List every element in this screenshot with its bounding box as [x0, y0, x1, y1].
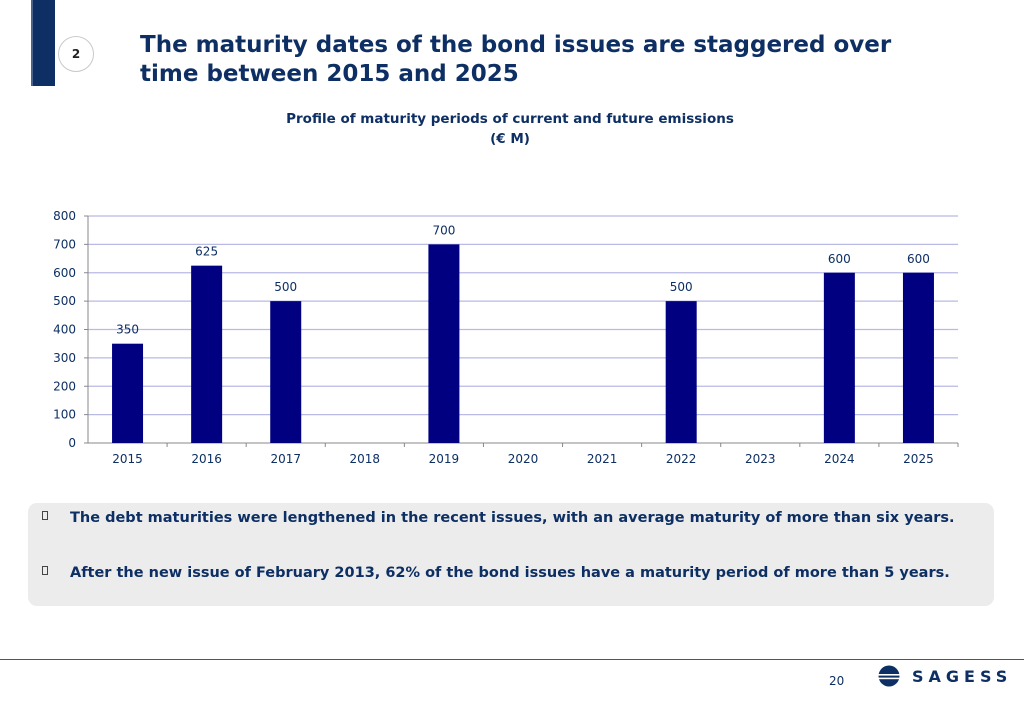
data-label-2016: 625 [195, 245, 218, 259]
y-tick-label-300: 300 [53, 351, 76, 365]
x-tick-label-2015: 2015 [112, 452, 143, 466]
note-text-2: After the new issue of February 2013, 62… [70, 565, 950, 581]
note-text-1: The debt maturities were lengthened in t… [70, 510, 955, 526]
note-item-2: After the new issue of February 2013, 62… [42, 562, 972, 585]
x-tick-label-2019: 2019 [429, 452, 460, 466]
section-sidebar-bar [31, 0, 55, 86]
bar-2025 [902, 272, 934, 443]
bullet-box-icon [42, 511, 48, 520]
y-tick-label-600: 600 [53, 266, 76, 280]
sagess-logo: SAGESS [878, 664, 1012, 688]
data-label-2024: 600 [828, 252, 851, 266]
bar-2017 [270, 301, 302, 443]
y-tick-label-100: 100 [53, 408, 76, 422]
x-tick-label-2025: 2025 [903, 452, 934, 466]
slide-title: The maturity dates of the bond issues ar… [140, 31, 940, 89]
data-label-2019: 700 [432, 223, 455, 237]
x-tick-label-2024: 2024 [824, 452, 855, 466]
y-tick-label-200: 200 [53, 379, 76, 393]
chart-title: Profile of maturity periods of current a… [200, 109, 820, 149]
bar-2022 [665, 301, 697, 443]
slide-title-line-1: The maturity dates of the bond issues ar… [140, 32, 892, 58]
x-tick-label-2023: 2023 [745, 452, 776, 466]
sagess-logo-icon [878, 665, 900, 687]
bullet-box-icon [42, 566, 48, 575]
data-label-2015: 350 [116, 323, 139, 337]
x-tick-label-2021: 2021 [587, 452, 618, 466]
x-tick-label-2018: 2018 [350, 452, 381, 466]
x-tick-label-2020: 2020 [508, 452, 539, 466]
x-tick-label-2016: 2016 [191, 452, 222, 466]
section-sidebar-accent [31, 0, 33, 86]
y-tick-label-0: 0 [68, 436, 76, 450]
data-label-2022: 500 [670, 280, 693, 294]
y-tick-label-500: 500 [53, 294, 76, 308]
chart-title-unit: (€ M) [490, 131, 530, 147]
notes-panel: The debt maturities were lengthened in t… [28, 503, 994, 606]
sagess-logo-text: SAGESS [912, 666, 1013, 686]
data-label-2017: 500 [274, 280, 297, 294]
y-tick-label-800: 800 [53, 209, 76, 223]
y-tick-label-700: 700 [53, 237, 76, 251]
section-number-badge: 2 [58, 36, 94, 72]
x-tick-label-2017: 2017 [270, 452, 301, 466]
slide-title-line-2: time between 2015 and 2025 [140, 61, 519, 87]
bar-2024 [823, 272, 855, 443]
page-number: 20 [829, 674, 845, 688]
bar-2019 [428, 244, 460, 443]
chart-title-main: Profile of maturity periods of current a… [286, 111, 734, 127]
bar-2016 [191, 265, 223, 443]
data-label-2025: 600 [907, 252, 930, 266]
maturity-bar-chart: 0 100 200 300 400 500 600 700 800 2015 350 2016 625 2… [53, 209, 959, 466]
y-tick-label-400: 400 [53, 323, 76, 337]
bar-2015 [112, 343, 144, 443]
note-item-1: The debt maturities were lengthened in t… [42, 507, 972, 530]
footer-divider [0, 659, 1024, 660]
x-tick-label-2022: 2022 [666, 452, 697, 466]
